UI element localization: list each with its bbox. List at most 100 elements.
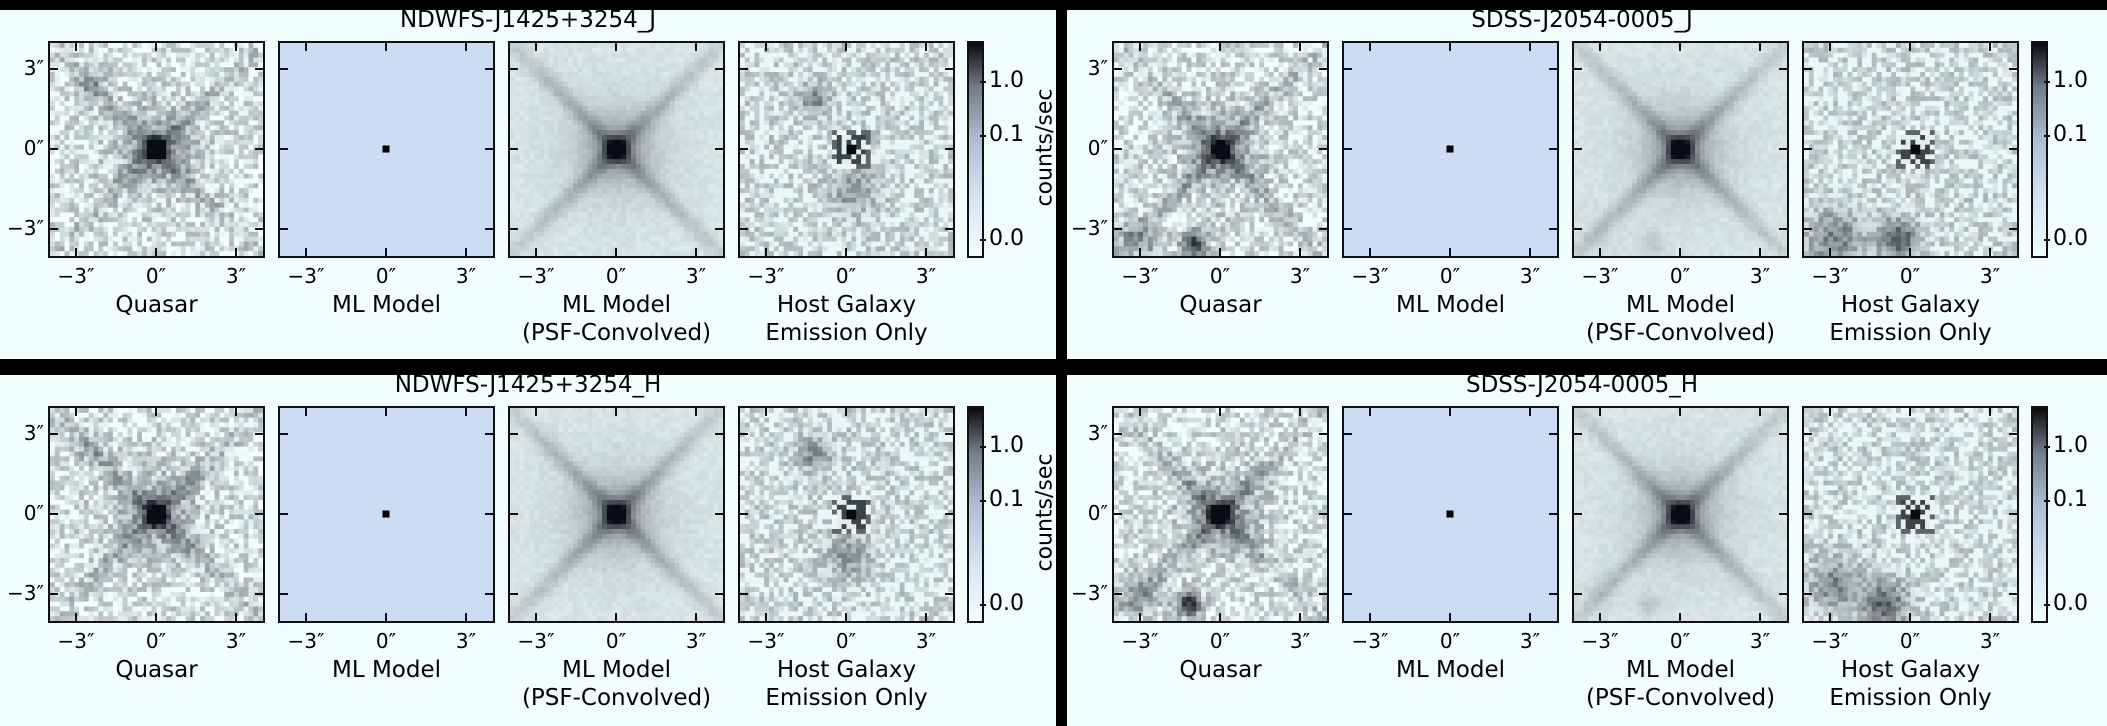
x-tick: [1759, 248, 1761, 256]
y-tick: [1114, 228, 1122, 230]
x-tick: [155, 248, 157, 256]
y-tick: [485, 148, 493, 150]
y-tick: [1114, 433, 1122, 435]
quasar-image: [48, 406, 265, 623]
panel-label: Host Galaxy Emission Only: [727, 656, 967, 712]
x-tick: [1529, 248, 1531, 256]
colorbar-tick-label: 1.0: [2053, 433, 2088, 458]
x-tick: [1909, 408, 1911, 416]
y-tick: [280, 228, 288, 230]
x-tick-label: −3″: [46, 264, 106, 288]
y-tick: [1779, 593, 1787, 595]
x-tick: [155, 408, 157, 416]
x-tick: [1909, 43, 1911, 51]
y-tick: [715, 68, 723, 70]
x-tick-label: 3″: [206, 264, 266, 288]
colorbar-tick: [2044, 604, 2050, 606]
panel-label-line1: Host Galaxy: [727, 291, 967, 319]
y-tick: [945, 148, 953, 150]
x-tick: [925, 613, 927, 621]
x-tick: [1989, 613, 1991, 621]
x-tick-label: 3″: [896, 629, 956, 653]
x-tick-label: −3″: [736, 629, 796, 653]
y-tick: [1549, 593, 1557, 595]
colorbar-tick-label: 0.1: [989, 487, 1024, 512]
x-tick-label: 3″: [1960, 264, 2020, 288]
x-tick: [305, 613, 307, 621]
y-tick: [1574, 148, 1582, 150]
y-tick: [510, 228, 518, 230]
y-tick: [1344, 148, 1352, 150]
x-tick-label: −3″: [46, 629, 106, 653]
y-tick: [1779, 433, 1787, 435]
panel-label-line1: Host Galaxy: [1791, 291, 2031, 319]
y-tick: [715, 433, 723, 435]
panel-label-line1: Quasar: [37, 656, 277, 684]
y-tick: [1319, 513, 1327, 515]
x-tick: [465, 408, 467, 416]
panel-label-line1: ML Model: [267, 291, 507, 319]
colorbar-tick: [2044, 81, 2050, 83]
y-tick: [1319, 148, 1327, 150]
y-tick: [1344, 513, 1352, 515]
panel-label-line1: ML Model: [1331, 656, 1571, 684]
panel-label: ML Model: [1331, 656, 1571, 684]
colorbar-tick-label: 0.0: [2053, 591, 2088, 616]
colorbar-label: counts/sec: [1033, 48, 1057, 248]
x-tick-label: 3″: [1730, 629, 1790, 653]
colorbar-tick-label: 1.0: [989, 68, 1024, 93]
y-tick: [510, 68, 518, 70]
ml-model-image: [1342, 406, 1559, 623]
y-tick-label: 3″: [4, 421, 44, 445]
x-tick-label: 3″: [206, 629, 266, 653]
colorbar-label: counts/sec: [1033, 413, 1057, 613]
panel-label-line1: Host Galaxy: [1791, 656, 2031, 684]
x-tick-label: 0″: [356, 264, 416, 288]
y-tick: [1804, 513, 1812, 515]
x-tick: [75, 613, 77, 621]
y-tick: [485, 68, 493, 70]
x-tick: [845, 248, 847, 256]
y-tick: [1319, 228, 1327, 230]
y-tick: [485, 513, 493, 515]
y-tick: [1344, 68, 1352, 70]
quasar-image: [48, 41, 265, 258]
colorbar-tick-label: 0.0: [2053, 226, 2088, 251]
colorbar-tick-label: 0.0: [989, 591, 1024, 616]
y-tick: [280, 148, 288, 150]
x-tick: [1369, 613, 1371, 621]
x-tick: [465, 613, 467, 621]
x-tick: [1829, 248, 1831, 256]
y-tick: [2009, 68, 2017, 70]
y-tick: [1319, 433, 1327, 435]
y-tick: [50, 513, 58, 515]
y-tick: [255, 433, 263, 435]
y-tick: [280, 68, 288, 70]
x-tick-label: 0″: [816, 629, 876, 653]
x-tick-label: 3″: [666, 629, 726, 653]
colorbar-tick: [980, 239, 986, 241]
y-tick: [50, 68, 58, 70]
x-tick: [925, 43, 927, 51]
colorbar-tick-label: 1.0: [989, 433, 1024, 458]
y-tick: [1804, 148, 1812, 150]
y-tick: [510, 513, 518, 515]
y-tick: [1574, 68, 1582, 70]
x-tick: [535, 408, 537, 416]
x-tick-label: 0″: [586, 629, 646, 653]
host-galaxy-image: [1802, 41, 2019, 258]
y-tick: [50, 148, 58, 150]
colorbar: [967, 41, 984, 258]
quasar-image: [1112, 41, 1329, 258]
x-tick: [1829, 613, 1831, 621]
y-tick: [280, 433, 288, 435]
x-tick: [695, 613, 697, 621]
x-tick-label: 0″: [1190, 629, 1250, 653]
colorbar-tick-label: 1.0: [2053, 68, 2088, 93]
x-tick: [385, 613, 387, 621]
ml-model-image: [278, 406, 495, 623]
x-tick-label: 3″: [1270, 264, 1330, 288]
x-tick: [1599, 408, 1601, 416]
x-tick: [1529, 43, 1531, 51]
panel-label-line1: Quasar: [1101, 656, 1341, 684]
